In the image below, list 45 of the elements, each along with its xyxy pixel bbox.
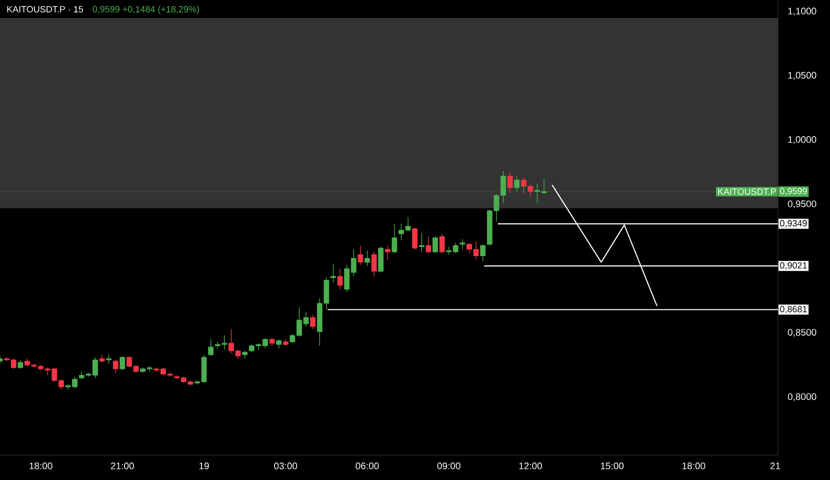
candlestick <box>112 360 118 374</box>
y-tick-label: 0,8500 <box>788 328 816 337</box>
data-label: 0,9021 <box>780 262 807 270</box>
x-tick-label: 15:00 <box>600 462 624 470</box>
candlestick <box>337 268 343 290</box>
x-tick-label: 03:00 <box>274 462 298 470</box>
candlestick <box>514 176 520 192</box>
data-label: 0,8681 <box>780 306 807 314</box>
ref-line-label: KAITOUSDT.P <box>718 188 776 195</box>
candlestick <box>392 223 398 254</box>
x-tick-label: 06:00 <box>356 462 379 470</box>
candlestick <box>120 356 126 371</box>
x-tick-label: 21 <box>770 462 780 470</box>
candlestick <box>412 227 418 250</box>
x-tick-label: 12:00 <box>519 462 542 470</box>
candlestick <box>460 238 466 250</box>
candlestick <box>432 236 438 254</box>
y-tick-label: 1,0000 <box>788 136 816 144</box>
data-label: 0,9349 <box>780 220 807 228</box>
x-tick-label: 18:00 <box>682 462 706 470</box>
candlestick <box>371 252 377 277</box>
y-tick-label: 1,1000 <box>788 8 816 16</box>
x-tick-label: 21:00 <box>111 462 134 470</box>
candlestick <box>99 354 105 363</box>
candlestick <box>418 232 424 252</box>
text: 0,9599 +0,1484 (+18,29%) <box>92 6 199 14</box>
candlestick <box>310 314 316 330</box>
candlestick <box>507 172 513 194</box>
candlestick <box>480 244 486 262</box>
y-tick-label: 0,9500 <box>788 200 816 208</box>
x-tick-label: 19 <box>199 462 209 470</box>
candlestick <box>378 246 384 273</box>
y-tick-label: 0,8000 <box>788 393 816 402</box>
candlestick <box>330 263 336 284</box>
annotation: 0,9599 <box>780 188 807 196</box>
x-tick-label: 18:00 <box>30 462 52 470</box>
x-tick-label: 09:00 <box>437 462 460 470</box>
candlestick <box>358 245 364 266</box>
text: KAITOUSDT.P · 15 <box>7 6 84 12</box>
candlestick <box>439 234 445 254</box>
y-tick-label: 1,0500 <box>788 72 816 80</box>
candlestick <box>364 250 370 266</box>
candlestick <box>426 236 432 254</box>
candlestick <box>384 245 390 260</box>
candlestick <box>208 338 214 356</box>
